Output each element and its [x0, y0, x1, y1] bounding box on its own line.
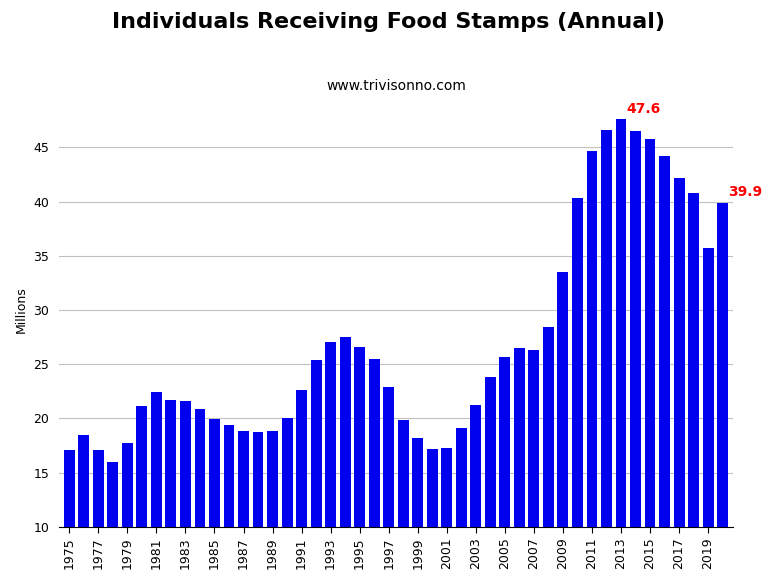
Bar — [296, 390, 307, 584]
Bar — [369, 359, 380, 584]
Bar — [398, 420, 408, 584]
Bar — [499, 357, 510, 584]
Bar — [717, 203, 728, 584]
Bar — [64, 450, 75, 584]
Bar — [528, 350, 539, 584]
Bar — [456, 428, 467, 584]
Bar — [471, 405, 482, 584]
Text: Individuals Receiving Food Stamps (Annual): Individuals Receiving Food Stamps (Annua… — [113, 12, 665, 32]
Text: 47.6: 47.6 — [627, 102, 661, 116]
Bar — [572, 199, 583, 584]
Bar — [122, 443, 133, 584]
Bar — [223, 425, 234, 584]
Bar — [514, 348, 525, 584]
Bar — [340, 337, 351, 584]
Bar — [412, 438, 423, 584]
Bar — [79, 434, 89, 584]
Bar — [688, 193, 699, 584]
Bar — [166, 400, 177, 584]
Bar — [310, 360, 321, 584]
Bar — [630, 131, 641, 584]
Bar — [384, 387, 394, 584]
Bar — [645, 139, 656, 584]
Bar — [543, 327, 554, 584]
Y-axis label: Millions: Millions — [15, 287, 28, 333]
Bar — [659, 156, 670, 584]
Text: 39.9: 39.9 — [728, 185, 762, 199]
Bar — [93, 450, 103, 584]
Title: www.trivisonno.com: www.trivisonno.com — [326, 79, 466, 93]
Bar — [194, 409, 205, 584]
Bar — [703, 248, 713, 584]
Bar — [354, 347, 365, 584]
Bar — [253, 432, 264, 584]
Bar — [180, 401, 191, 584]
Bar — [267, 432, 278, 584]
Bar — [558, 272, 569, 584]
Bar — [325, 342, 336, 584]
Bar — [601, 130, 612, 584]
Bar — [151, 392, 162, 584]
Bar — [441, 447, 452, 584]
Bar — [587, 151, 598, 584]
Bar — [136, 406, 147, 584]
Bar — [615, 119, 626, 584]
Bar — [282, 418, 293, 584]
Bar — [238, 432, 249, 584]
Bar — [674, 178, 685, 584]
Bar — [427, 449, 438, 584]
Bar — [107, 462, 118, 584]
Bar — [209, 419, 220, 584]
Bar — [485, 377, 496, 584]
